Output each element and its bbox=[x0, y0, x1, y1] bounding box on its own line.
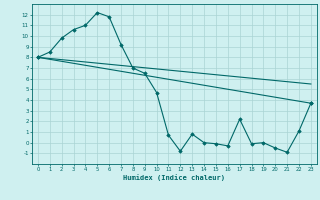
X-axis label: Humidex (Indice chaleur): Humidex (Indice chaleur) bbox=[124, 174, 225, 181]
